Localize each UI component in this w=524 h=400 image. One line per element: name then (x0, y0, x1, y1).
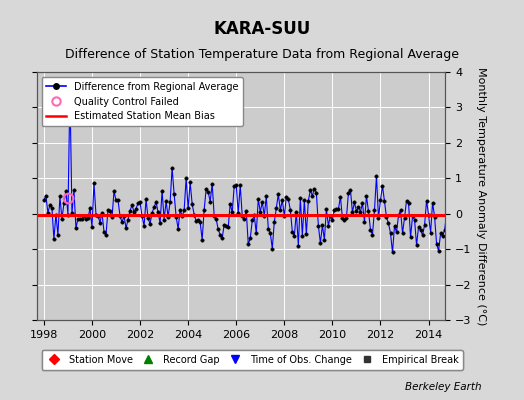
Text: Berkeley Earth: Berkeley Earth (406, 382, 482, 392)
Text: Difference of Station Temperature Data from Regional Average: Difference of Station Temperature Data f… (65, 48, 459, 61)
Text: KARA-SUU: KARA-SUU (213, 20, 311, 38)
Legend: Station Move, Record Gap, Time of Obs. Change, Empirical Break: Station Move, Record Gap, Time of Obs. C… (41, 350, 463, 370)
Y-axis label: Monthly Temperature Anomaly Difference (°C): Monthly Temperature Anomaly Difference (… (475, 67, 486, 325)
